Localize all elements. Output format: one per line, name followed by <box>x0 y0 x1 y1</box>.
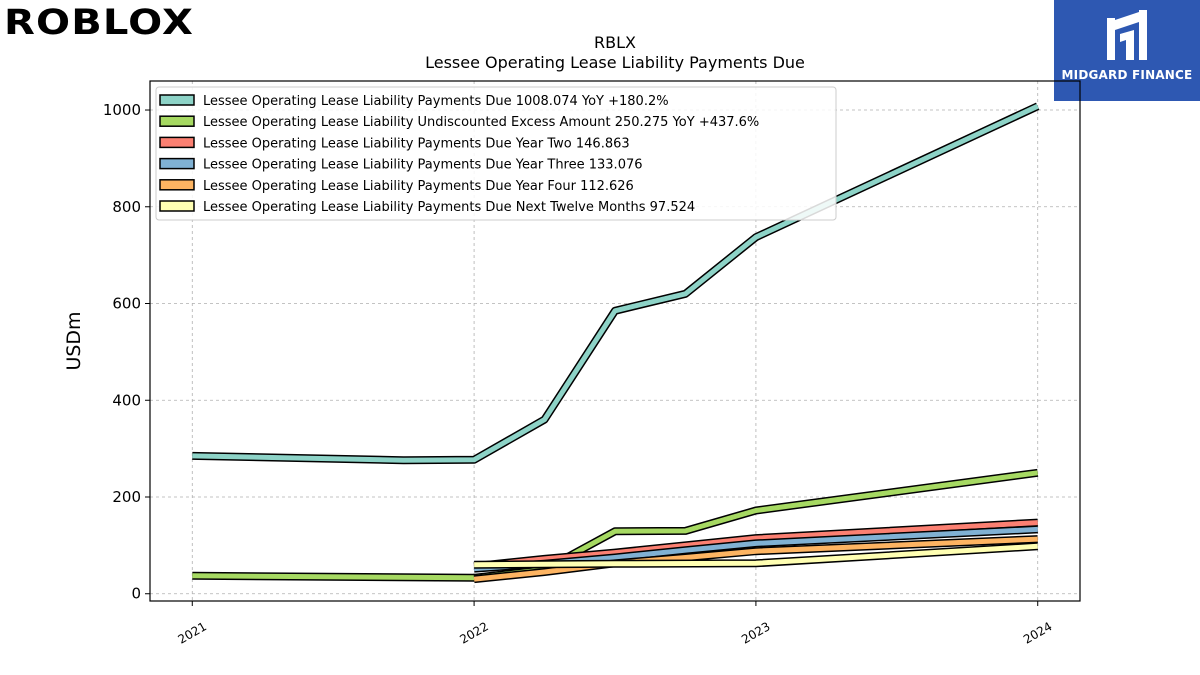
plot-frame <box>149 80 1081 602</box>
legend-swatch <box>159 179 195 191</box>
legend-entry: Lessee Operating Lease Liability Payment… <box>203 200 695 215</box>
legend-entry: Lessee Operating Lease Liability Payment… <box>203 136 630 151</box>
series-line-1 <box>192 103 1039 463</box>
midgard-finance-logo: MIDGARD FINANCE <box>1054 0 1200 101</box>
chart-title: RBLX <box>594 33 636 52</box>
y-tick-label: 1000 <box>103 101 141 119</box>
legend-entry: Lessee Operating Lease Liability Payment… <box>203 94 669 109</box>
x-tick-label: 2024 <box>1021 619 1054 646</box>
series-line-3 <box>473 520 1038 569</box>
midgard-finance-logo-text: MIDGARD FINANCE <box>1061 68 1193 82</box>
legend-swatch <box>159 157 195 170</box>
chart-subtitle: Lessee Operating Lease Liability Payment… <box>425 53 805 72</box>
roblox-logo: ROBLOX <box>4 3 194 40</box>
midgard-emblem-icon <box>1107 10 1147 60</box>
y-axis: 0 200 400 600 800 1000 <box>103 101 150 603</box>
y-tick-label: 600 <box>112 295 141 313</box>
legend-swatch <box>159 136 195 149</box>
x-tick-label: 2022 <box>457 619 490 646</box>
legend-box <box>155 86 837 221</box>
x-tick-label: 2023 <box>739 619 772 646</box>
legend-swatch <box>159 94 195 106</box>
legend-entry: Lessee Operating Lease Liability Payment… <box>203 158 643 173</box>
y-tick-label: 400 <box>112 391 141 409</box>
series-layer <box>192 102 1040 584</box>
y-tick-label: 200 <box>112 488 141 506</box>
legend-entry: Lessee Operating Lease Liability Undisco… <box>203 115 759 130</box>
x-axis: 2021 2022 2023 2024 <box>176 601 1054 647</box>
y-tick-label: 800 <box>112 198 141 216</box>
roblox-logo-text: ROBLOX <box>4 3 194 40</box>
legend-swatch <box>159 115 195 127</box>
y-tick-label: 0 <box>131 585 141 603</box>
series-line-6 <box>474 543 1038 568</box>
legend: Lessee Operating Lease Liability Payment… <box>155 86 837 221</box>
y-axis-label: USDm <box>63 311 85 370</box>
legend-swatch <box>159 200 195 212</box>
legend-entry: Lessee Operating Lease Liability Payment… <box>203 179 634 194</box>
x-tick-label: 2021 <box>176 619 209 646</box>
